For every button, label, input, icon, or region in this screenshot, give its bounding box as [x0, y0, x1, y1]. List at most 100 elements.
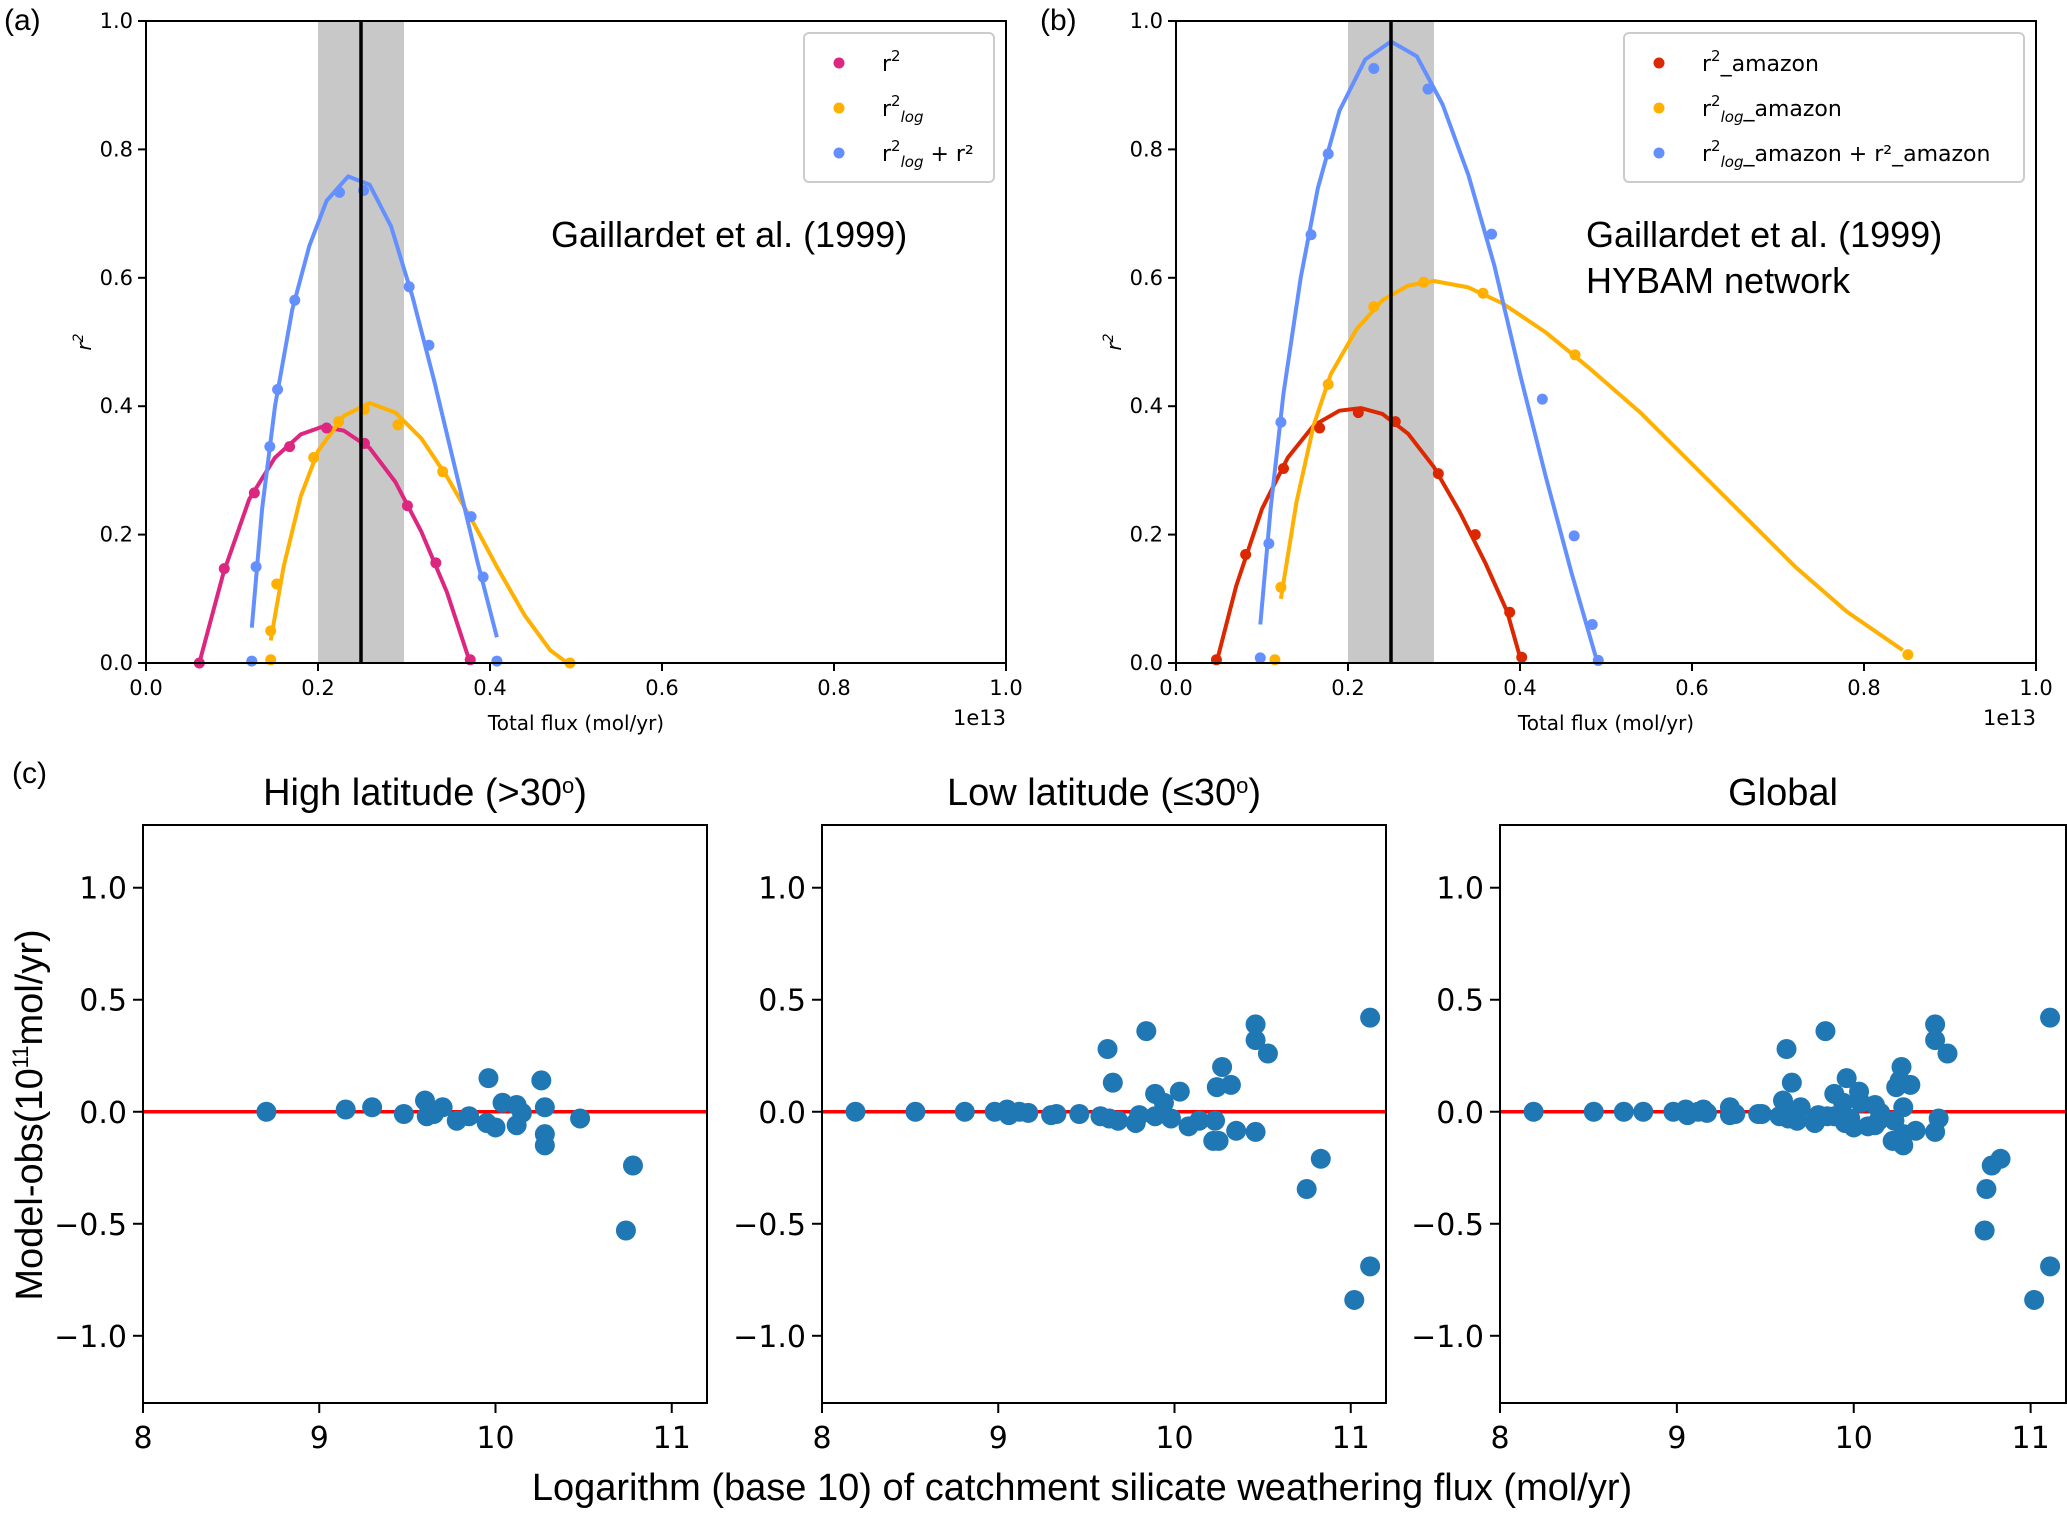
data-point-series-3: [1568, 530, 1580, 542]
y-axis-label-sup: 2: [1101, 333, 1117, 342]
scatter-point: [1976, 1179, 1997, 1200]
scatter-point: [1360, 1007, 1381, 1028]
scatter-point: [615, 1220, 636, 1241]
scatter-point: [362, 1097, 383, 1118]
data-point-series-2: [392, 419, 404, 431]
scatter-point: [1160, 1108, 1181, 1129]
data-point-series-2: [308, 452, 320, 464]
scatter-point: [1849, 1081, 1870, 1102]
x-tick-label: 10: [476, 1421, 514, 1456]
scatter-point: [1815, 1021, 1836, 1042]
data-point-series-3: [1486, 228, 1498, 240]
data-point-series-1: [1278, 462, 1289, 474]
subplot-title-text: High latitude (>30: [263, 772, 562, 814]
legend-marker-1: [833, 57, 845, 69]
data-point-series-3: [423, 339, 435, 351]
scatter-point: [1523, 1101, 1544, 1122]
data-point-series-2: [265, 625, 277, 637]
y-tick-label: 0.8: [1130, 137, 1163, 161]
scatter-point: [1097, 1039, 1118, 1060]
scatter-point: [1925, 1030, 1946, 1051]
data-point-series-3: [250, 561, 262, 573]
legend-label-base: r: [1702, 97, 1712, 122]
data-point-series-1: [1352, 407, 1364, 419]
y-tick-label: 0.0: [1436, 1096, 1484, 1131]
scatter-point: [1205, 1110, 1226, 1131]
panel-c-low-latitude: 8 9 10 11 −1.0 −0.5 0.0 0.5 1.0 Low latitude (≤30…: [733, 772, 1387, 1456]
data-point-series-2: [333, 416, 345, 428]
y-tick-label: 1.0: [1436, 872, 1484, 907]
subplot-title-degree: o: [1236, 773, 1248, 798]
y-tick-label: 0.6: [1130, 266, 1163, 290]
legend-label-tail: + r²: [923, 142, 973, 167]
legend-label-sup: 2: [1711, 137, 1721, 155]
scatter-point: [1887, 1130, 1908, 1151]
scatter-point: [1245, 1121, 1266, 1142]
x-tick-label: 11: [2012, 1421, 2050, 1456]
data-point-series-3: [1592, 654, 1604, 666]
data-point-series-3: [465, 511, 477, 523]
y-axis-label: r2: [71, 333, 96, 350]
axes-frame: [821, 824, 1387, 1404]
scatter-point: [1208, 1130, 1229, 1151]
scatter-point: [1102, 1072, 1123, 1093]
y-tick-label: −0.5: [733, 1208, 806, 1243]
x-axis-offset-text: 1e13: [953, 706, 1006, 730]
scatter-point: [393, 1104, 414, 1124]
scatter-point: [485, 1117, 506, 1138]
scatter-point: [1069, 1104, 1090, 1124]
y-tick-label: 0.0: [758, 1096, 806, 1131]
scatter-point: [1220, 1074, 1241, 1095]
scatter-point: [1781, 1072, 1802, 1093]
data-point-series-2: [1368, 301, 1380, 313]
data-point-series-3: [264, 441, 276, 453]
y-tick-label: 0.6: [100, 266, 133, 290]
data-point-series-1: [1469, 529, 1481, 541]
data-point-series-1: [430, 557, 442, 569]
x-tick-label: 0.6: [645, 676, 678, 700]
scatter-point: [1212, 1056, 1233, 1077]
scatter-point: [1046, 1104, 1067, 1124]
panel-label-c: (c): [12, 757, 47, 790]
subplot-title-close: ): [574, 772, 587, 814]
data-point-series-3: [477, 571, 489, 583]
y-tick-label: 0.8: [100, 137, 133, 161]
x-tick-label: 8: [812, 1421, 831, 1456]
scatter-point: [256, 1101, 277, 1122]
x-tick-label: 1.0: [2019, 676, 2052, 700]
annotation-text: Gaillardet et al. (1999): [1586, 214, 1942, 255]
bottom-y-axis-label-prefix: Model-obs(10: [9, 1068, 51, 1300]
data-point-series-2: [1418, 276, 1430, 288]
data-point-series-2: [1275, 581, 1287, 593]
x-tick-label: 9: [310, 1421, 329, 1456]
panel-label-a: (a): [4, 4, 41, 37]
y-tick-label: 0.4: [100, 394, 133, 418]
fit-curve-2: [268, 401, 569, 665]
legend-label-3: r2log + r²: [882, 137, 974, 171]
y-axis-label: r2: [1101, 333, 1126, 350]
annotation-text: Gaillardet et al. (1999): [551, 214, 907, 255]
y-tick-label: 1.0: [1130, 9, 1163, 33]
legend-marker-3: [1653, 147, 1665, 159]
y-tick-label: 0.0: [100, 651, 133, 675]
subplot-title-text: Global: [1728, 772, 1838, 814]
legend-marker-1: [1653, 57, 1665, 69]
legend-label-base: r: [1702, 52, 1712, 77]
legend-label-2: r2log_amazon: [1702, 92, 1842, 126]
scatter-point: [1136, 1021, 1157, 1042]
legend-label-sup: 2: [1711, 47, 1721, 65]
y-tick-label: −1.0: [733, 1320, 806, 1355]
x-tick-label: 9: [989, 1421, 1008, 1456]
legend-box: [1623, 32, 2025, 183]
scatter-point: [1257, 1043, 1278, 1064]
bottom-y-axis-label: Model-obs(1011mol/yr): [8, 929, 51, 1300]
legend-label-base: r: [882, 142, 892, 167]
y-tick-label: 0.5: [79, 984, 127, 1019]
subplot-title-degree: o: [562, 773, 574, 798]
legend-marker-2: [1653, 102, 1665, 114]
scatter-point: [1310, 1148, 1331, 1169]
legend-label-tail: _amazon: [1720, 52, 1819, 77]
x-axis-label: Total flux (mol/yr): [487, 711, 664, 735]
legend-label-base: r: [1702, 142, 1712, 167]
legend-label-base: r: [882, 52, 892, 77]
